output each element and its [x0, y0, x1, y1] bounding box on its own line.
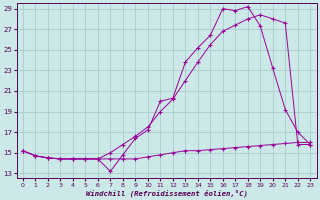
- X-axis label: Windchill (Refroidissement éolien,°C): Windchill (Refroidissement éolien,°C): [86, 189, 248, 197]
